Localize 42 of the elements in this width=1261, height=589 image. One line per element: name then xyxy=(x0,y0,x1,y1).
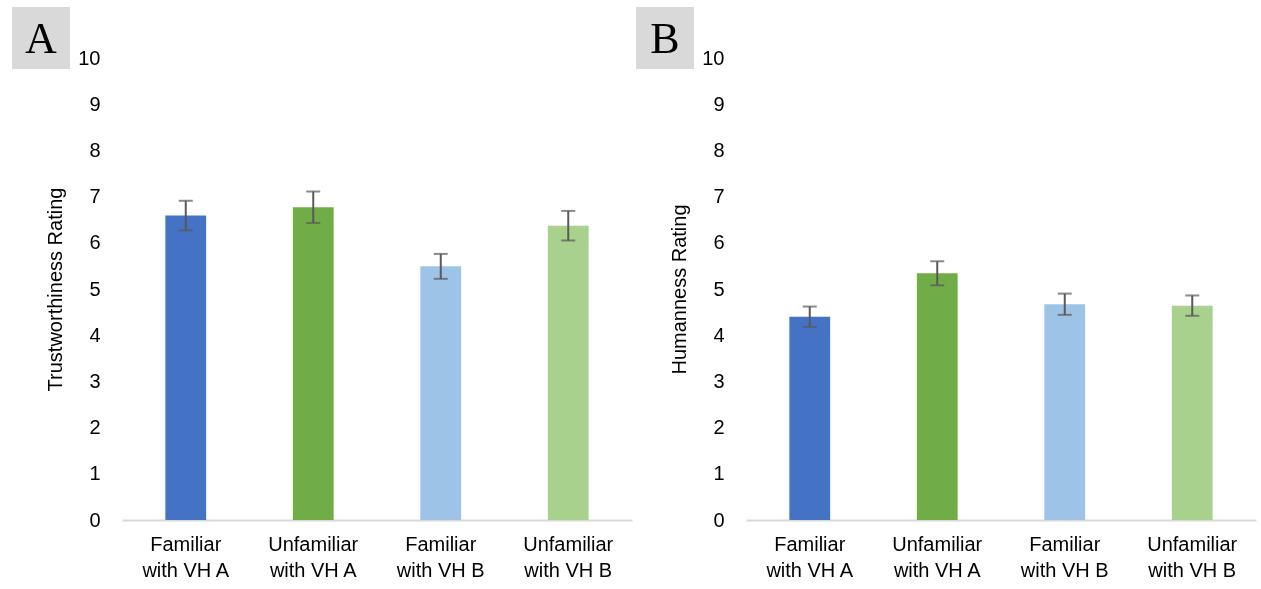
bar xyxy=(165,215,207,520)
y-tick-label: 10 xyxy=(78,46,101,69)
bar xyxy=(292,207,334,520)
y-axis-title: Humanness Rating xyxy=(668,204,691,375)
y-tick-label: 7 xyxy=(713,185,725,208)
y-tick-label: 7 xyxy=(89,185,101,208)
x-tick-label: Familiar with VH B xyxy=(395,532,485,581)
y-tick-label: 6 xyxy=(89,231,101,254)
x-tick-label: Unfamiliar with VH A xyxy=(268,532,359,581)
x-tick-label: Unfamiliar with VH B xyxy=(523,532,614,581)
y-tick-label: 1 xyxy=(713,462,725,485)
y-tick-label: 8 xyxy=(713,138,725,161)
y-tick-label: 9 xyxy=(713,92,725,115)
y-tick-label: 10 xyxy=(702,46,725,69)
bar xyxy=(1044,304,1086,520)
chart-title: A xyxy=(25,14,58,63)
x-tick-label: Familiar with VH A xyxy=(141,532,230,581)
y-tick-label: 6 xyxy=(713,231,725,254)
y-tick-label: 4 xyxy=(89,323,101,346)
x-tick-label: Familiar with VH A xyxy=(765,532,854,581)
y-tick-label: 9 xyxy=(89,92,101,115)
y-tick-label: 1 xyxy=(89,462,101,485)
y-tick-label: 3 xyxy=(713,369,725,392)
y-tick-label: 0 xyxy=(713,508,725,531)
y-tick-label: 5 xyxy=(89,277,101,300)
y-tick-label: 8 xyxy=(89,138,101,161)
y-tick-label: 2 xyxy=(89,416,101,439)
bar xyxy=(420,266,462,520)
y-tick-label: 0 xyxy=(89,508,101,531)
y-tick-label: 2 xyxy=(713,416,725,439)
y-axis-title: Trustworthiness Rating xyxy=(44,187,67,392)
chart-title: B xyxy=(650,14,680,63)
bar xyxy=(916,273,958,520)
bar xyxy=(789,316,831,520)
y-tick-label: 4 xyxy=(713,323,725,346)
x-tick-label: Unfamiliar with VH B xyxy=(1147,532,1238,581)
y-tick-label: 5 xyxy=(713,277,725,300)
bar xyxy=(1171,305,1213,520)
x-tick-label: Unfamiliar with VH A xyxy=(892,532,983,581)
x-tick-label: Familiar with VH B xyxy=(1019,532,1109,581)
y-tick-label: 3 xyxy=(89,369,101,392)
bar xyxy=(547,225,589,520)
